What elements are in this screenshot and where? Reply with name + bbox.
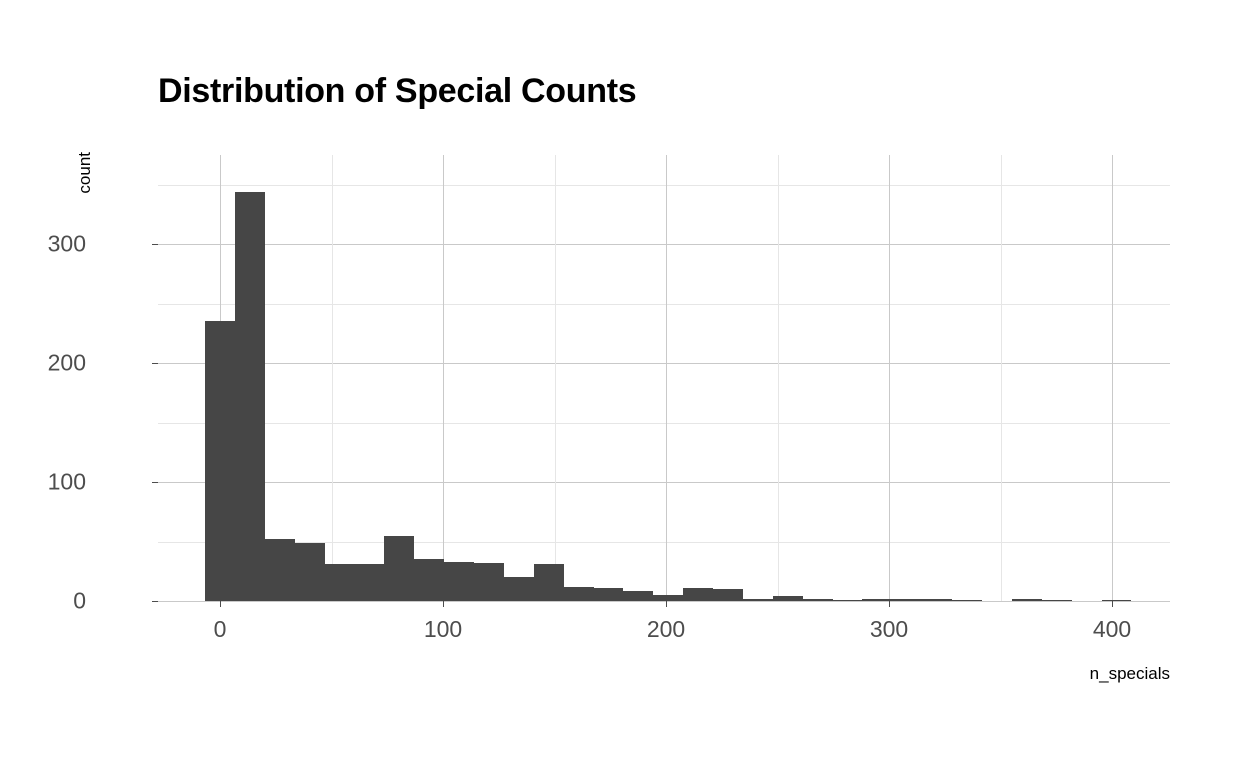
gridline-minor-y-250 — [158, 303, 1170, 305]
histogram-bar — [1041, 599, 1072, 601]
y-axis-title-label: count — [75, 152, 94, 194]
y-tick-mark-100 — [152, 482, 158, 483]
histogram-bar — [294, 542, 325, 601]
y-axis-title: count — [75, 92, 95, 194]
histogram-bars — [158, 155, 1170, 601]
x-tick-label-0: 0 — [213, 616, 227, 642]
y-tick-mark-200 — [152, 363, 158, 364]
gridline-y-0 — [158, 601, 1170, 602]
histogram-bar — [623, 591, 654, 601]
histogram-bar — [473, 562, 504, 601]
y-tick-label-200: 200 — [47, 349, 86, 376]
histogram-bar — [832, 599, 863, 601]
histogram-bar — [264, 539, 295, 601]
x-tick-mark-300 — [889, 601, 890, 607]
gridline-y-200 — [158, 363, 1170, 364]
histogram-bar — [1011, 598, 1042, 601]
histogram-bar — [742, 598, 773, 601]
gridline-minor-y-150 — [158, 422, 1170, 424]
histogram-bar — [533, 564, 564, 601]
x-tick-label-300: 300 — [869, 616, 909, 642]
gridline-minor-x-150 — [554, 155, 556, 601]
y-tick-label-100: 100 — [47, 468, 86, 495]
x-tick-label-100: 100 — [423, 616, 463, 642]
gridline-minor-x-350 — [1000, 155, 1002, 601]
page-title: Distribution of Special Counts — [158, 72, 637, 110]
histogram-bar — [503, 577, 534, 601]
histogram-bar — [234, 191, 265, 601]
histogram-bar — [862, 598, 893, 601]
histogram-bar — [653, 595, 684, 601]
histogram-bar — [414, 559, 445, 601]
gridline-y-100 — [158, 482, 1170, 483]
plot-panel — [158, 155, 1170, 602]
histogram-bar — [713, 589, 743, 601]
histogram-bar — [384, 535, 415, 601]
histogram-bar — [952, 599, 982, 601]
y-tick-label-300: 300 — [47, 230, 86, 257]
histogram-bar — [324, 564, 355, 601]
gridline-y-300 — [158, 244, 1170, 245]
histogram-bar — [563, 586, 594, 601]
gridline-x-400 — [1112, 155, 1113, 601]
x-tick-label-400: 400 — [1092, 616, 1132, 642]
gridline-x-300 — [889, 155, 890, 601]
histogram-bar — [205, 321, 235, 601]
histogram-bar — [1101, 599, 1132, 601]
histogram-bar — [593, 587, 624, 601]
gridline-minor-x-250 — [777, 155, 779, 601]
x-tick-label-200: 200 — [646, 616, 686, 642]
y-tick-label-0: 0 — [73, 587, 86, 614]
histogram-bar — [683, 587, 714, 601]
histogram-bar — [892, 598, 923, 601]
gridline-minor-y-50 — [158, 541, 1170, 543]
x-axis-title: n_specials — [1089, 664, 1170, 683]
histogram-bar — [444, 561, 474, 601]
histogram-bar — [802, 598, 833, 601]
histogram-bar — [354, 564, 385, 601]
gridline-minor-y-350 — [158, 184, 1170, 186]
y-tick-mark-300 — [152, 244, 158, 245]
gridline-x-100 — [443, 155, 444, 601]
gridline-minor-x-50 — [331, 155, 333, 601]
gridline-x-200 — [666, 155, 667, 601]
y-tick-mark-0 — [152, 601, 158, 602]
x-tick-mark-400 — [1112, 601, 1113, 607]
x-tick-mark-0 — [220, 601, 221, 607]
x-tick-mark-200 — [666, 601, 667, 607]
histogram-bar — [772, 596, 803, 601]
x-tick-mark-100 — [443, 601, 444, 607]
histogram-bar — [922, 598, 953, 601]
